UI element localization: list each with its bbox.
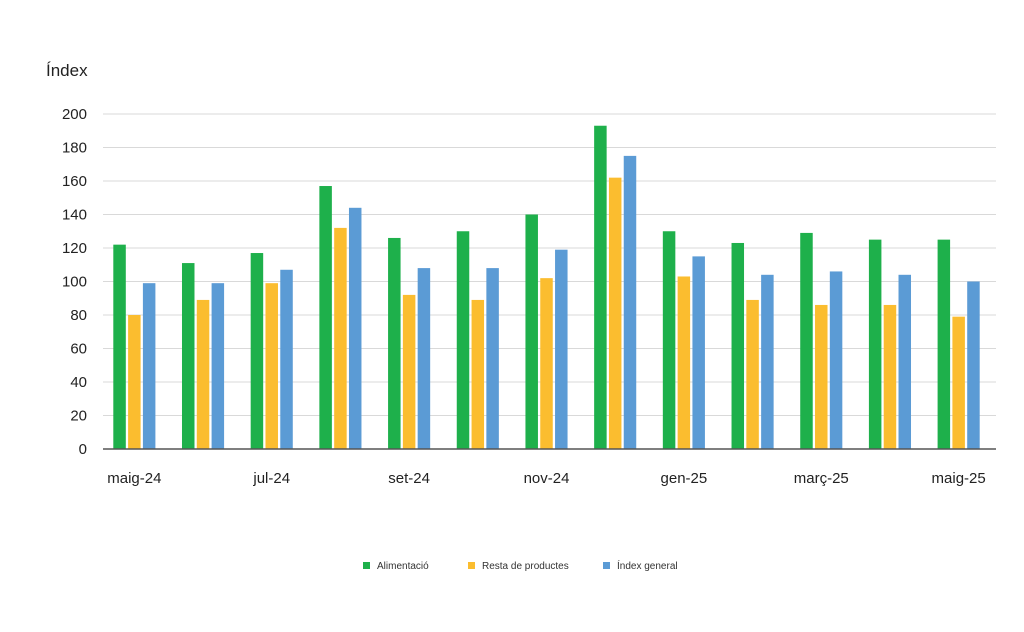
bar-alimentaci--5	[456, 231, 470, 449]
bar-alimentaci--0	[113, 244, 126, 449]
bar--ndex-general-2	[280, 269, 293, 449]
bar-alimentaci--9	[731, 242, 745, 449]
bar-resta-de-productes-11	[883, 304, 897, 449]
y-tick-label: 40	[70, 374, 87, 391]
bar-alimentaci--10	[800, 232, 813, 449]
x-tick-label: nov-24	[524, 470, 570, 487]
bar--ndex-general-7	[623, 155, 637, 450]
y-tick-labels: 0 20 40 60 80 100 120 140 160 180 200	[62, 106, 87, 458]
legend-swatch	[468, 562, 475, 569]
bar--ndex-general-1	[211, 283, 225, 449]
x-tick-labels: maig-24 jul-24 set-24 nov-24 gen-25 març-25 ma…	[107, 470, 986, 487]
bar-alimentaci--12	[937, 239, 951, 450]
bar--ndex-general-11	[898, 274, 912, 449]
bar-resta-de-productes-9	[746, 299, 759, 449]
x-tick-label: maig-25	[932, 470, 986, 487]
x-tick-label: gen-25	[661, 470, 708, 487]
legend-label: Índex general	[617, 559, 678, 572]
bar-resta-de-productes-2	[265, 283, 278, 449]
bar-resta-de-productes-0	[128, 315, 141, 449]
legend-label: Resta de productes	[482, 561, 569, 572]
bar-alimentaci--4	[388, 237, 401, 449]
bar--ndex-general-12	[967, 281, 980, 449]
bar-alimentaci--11	[868, 239, 882, 450]
bar--ndex-general-9	[761, 274, 774, 449]
bar-resta-de-productes-8	[677, 276, 691, 449]
legend: Alimentació Resta de productes Índex gener…	[363, 559, 678, 572]
bar-alimentaci--2	[250, 253, 264, 449]
y-tick-label: 180	[62, 140, 87, 157]
y-tick-label: 140	[62, 207, 87, 224]
bar-alimentaci--1	[181, 263, 195, 449]
bar--ndex-general-4	[417, 268, 431, 449]
y-axis-label: Índex	[46, 61, 88, 80]
legend-swatch	[603, 562, 610, 569]
x-tick-label: març-25	[794, 470, 849, 487]
bar--ndex-general-10	[829, 271, 843, 449]
bar-alimentaci--3	[319, 186, 332, 449]
bar--ndex-general-8	[692, 256, 705, 450]
bar--ndex-general-6	[555, 249, 568, 449]
bar-alimentaci--6	[525, 214, 538, 449]
y-tick-label: 20	[70, 408, 87, 425]
bar--ndex-general-3	[348, 207, 362, 449]
bar-alimentaci--8	[662, 231, 676, 449]
bar--ndex-general-5	[486, 268, 499, 449]
x-tick-label: jul-24	[252, 470, 290, 487]
bar-resta-de-productes-4	[402, 294, 416, 449]
bar-resta-de-productes-5	[471, 299, 485, 449]
y-tick-label: 120	[62, 240, 87, 257]
bars	[113, 125, 980, 450]
legend-label: Alimentació	[377, 561, 429, 572]
bar-resta-de-productes-6	[540, 278, 553, 449]
bar-resta-de-productes-7	[608, 177, 622, 449]
y-tick-label: 0	[79, 441, 87, 458]
y-tick-label: 60	[70, 341, 87, 358]
y-tick-label: 100	[62, 274, 87, 291]
y-tick-label: 80	[70, 307, 87, 324]
x-tick-label: set-24	[388, 470, 430, 487]
x-tick-label: maig-24	[107, 470, 161, 487]
y-tick-label: 160	[62, 173, 87, 190]
y-tick-label: 200	[62, 106, 87, 123]
bar-resta-de-productes-10	[815, 304, 828, 449]
legend-swatch	[363, 562, 370, 569]
bar-resta-de-productes-12	[952, 316, 965, 449]
bar-resta-de-productes-3	[334, 227, 347, 449]
bar-alimentaci--7	[594, 125, 607, 449]
bar--ndex-general-0	[142, 283, 156, 449]
bar-resta-de-productes-1	[196, 299, 210, 449]
